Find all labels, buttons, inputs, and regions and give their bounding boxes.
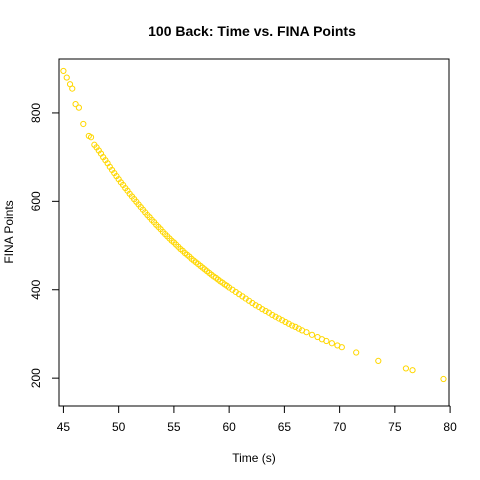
- data-point: [60, 67, 67, 75]
- data-point: [402, 365, 410, 372]
- x-tick-label: 45: [57, 420, 71, 434]
- data-point: [80, 120, 87, 128]
- data-point: [323, 337, 330, 345]
- x-tick-label: 65: [278, 420, 292, 434]
- data-point: [282, 318, 289, 326]
- data-point: [409, 367, 416, 374]
- data-point: [69, 85, 76, 92]
- data-point: [289, 322, 296, 329]
- x-tick-label: 55: [167, 420, 181, 434]
- data-points: [60, 67, 447, 383]
- y-tick-label: 600: [29, 191, 43, 211]
- x-axis: 45 50 55 60 65 70 75 80: [57, 405, 457, 434]
- data-point: [440, 375, 447, 383]
- data-point: [87, 134, 95, 141]
- data-point: [275, 315, 282, 322]
- data-point: [328, 340, 335, 347]
- y-axis-label: FINA Points: [2, 200, 16, 263]
- data-point: [308, 331, 316, 338]
- x-tick-label: 75: [388, 420, 402, 434]
- x-tick-label: 70: [333, 420, 347, 434]
- data-point: [303, 329, 310, 336]
- data-point: [269, 311, 276, 319]
- x-tick-label: 60: [222, 420, 236, 434]
- data-point: [285, 320, 292, 327]
- data-point: [295, 325, 302, 332]
- y-tick-label: 200: [29, 368, 43, 388]
- data-point: [252, 302, 259, 309]
- y-tick-label: 400: [29, 279, 43, 299]
- data-point: [292, 323, 299, 330]
- data-point: [338, 344, 345, 351]
- y-tick-label: 800: [29, 103, 43, 123]
- data-point: [63, 74, 70, 81]
- x-axis-label: Time (s): [232, 451, 276, 465]
- chart-title: 100 Back: Time vs. FINA Points: [148, 23, 356, 39]
- y-axis: 200 400 600 800: [29, 103, 60, 388]
- data-point: [259, 306, 266, 313]
- data-point: [72, 100, 79, 108]
- data-point: [353, 349, 360, 356]
- x-tick-label: 80: [443, 420, 457, 434]
- data-point: [75, 104, 82, 111]
- data-point: [272, 313, 279, 320]
- x-tick-label: 50: [112, 420, 126, 434]
- data-point: [375, 357, 382, 365]
- data-point: [262, 307, 269, 315]
- data-point: [279, 317, 286, 324]
- plot-area-border: [58, 58, 450, 407]
